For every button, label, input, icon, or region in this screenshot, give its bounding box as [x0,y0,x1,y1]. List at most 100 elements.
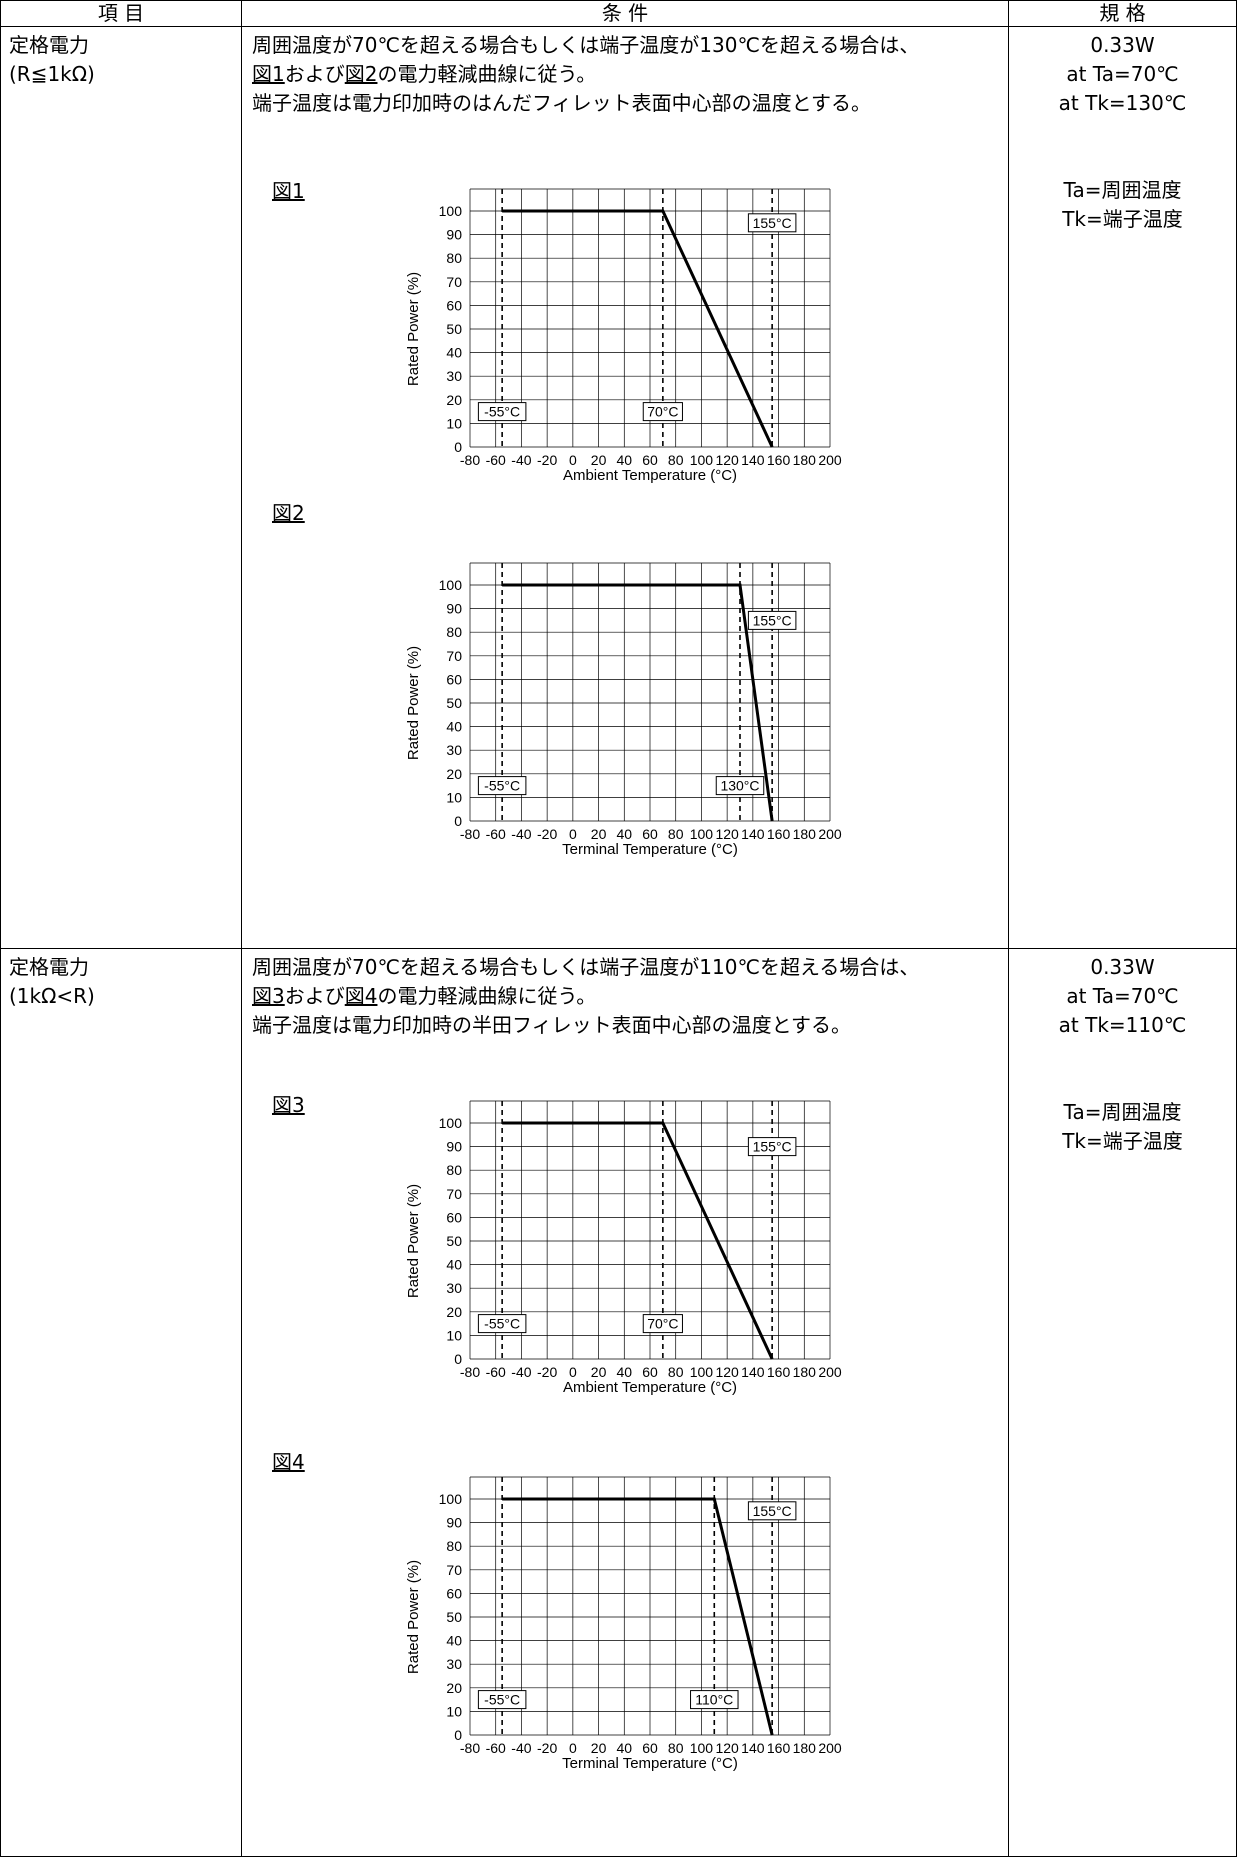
x-tick-label: -80 [460,1364,480,1380]
header-row: 項 目 条 件 規 格 [0,0,1237,27]
y-tick-label: 10 [446,1327,462,1343]
y-tick-label: 60 [446,671,462,687]
y-tick-label: 80 [446,250,462,266]
item-cell-2: 定格電力 (1kΩ<R) [0,948,242,1857]
annotation-label: 70°C [647,404,678,420]
annotation-label: 155°C [753,1503,792,1519]
figure-ref: 図1 [252,62,285,86]
spec-cell-2: 0.33W at Ta=70℃ at Tk=110℃ Ta=周囲温度 Tk=端子… [1008,948,1237,1857]
annotation-box [477,1314,527,1334]
x-tick-label: -40 [511,1740,531,1756]
x-tick-label: 140 [741,826,765,842]
x-tick-label: 20 [591,826,607,842]
annotation-box [747,1501,797,1521]
y-tick-label: 10 [446,789,462,805]
x-tick-label: 180 [793,452,817,468]
annotation-box [690,1690,739,1710]
spec-row-2: 定格電力 (1kΩ<R) 周囲温度が70℃を超える場合もしくは端子温度が110℃… [0,948,1237,1857]
item-cell-1: 定格電力 (R≦1kΩ) [0,26,242,949]
x-tick-label: 40 [616,1364,632,1380]
y-axis-title: Rated Power (%) [405,272,422,386]
x-tick-label: 160 [767,1364,791,1380]
x-tick-label: -60 [486,1740,506,1756]
y-tick-label: 40 [446,345,462,361]
y-axis-title: Rated Power (%) [405,1184,422,1298]
annotation-box [477,402,527,422]
x-tick-label: 40 [616,452,632,468]
figure-label-2: 図2 [272,501,305,525]
annotation-label: -55°C [484,1316,520,1332]
x-tick-label: 20 [591,1364,607,1380]
y-tick-label: 70 [446,1186,462,1202]
x-tick-label: 140 [741,1364,765,1380]
condition-text-part: の電力軽減曲線に従う。 [377,62,597,86]
y-tick-label: 30 [446,1656,462,1672]
spec-ta-def: Ta=周囲温度 [1063,178,1182,202]
header-condition: 条 件 [241,0,1009,27]
x-tick-label: -20 [537,1740,557,1756]
y-tick-label: 100 [439,577,463,593]
y-tick-label: 30 [446,742,462,758]
y-tick-label: 90 [446,227,462,243]
condition-line: 端子温度は電力印加時の半田フィレット表面中心部の温度とする。 [252,1013,851,1037]
x-tick-label: 100 [690,452,714,468]
x-tick-label: 80 [668,1740,684,1756]
x-tick-label: 80 [668,1364,684,1380]
annotation-label: -55°C [484,404,520,420]
y-tick-label: 70 [446,1562,462,1578]
y-tick-label: 40 [446,719,462,735]
x-axis-title: Terminal Temperature (°C) [562,1755,738,1772]
annotation-box [477,776,527,796]
spec-tk: at Tk=130℃ [1058,91,1187,115]
x-tick-label: 180 [793,826,817,842]
annotation-label: 155°C [753,1139,792,1155]
condition-line: 周囲温度が70℃を超える場合もしくは端子温度が110℃を超える場合は、 [252,955,920,979]
condition-text-1: 周囲温度が70℃を超える場合もしくは端子温度が130℃を超える場合は、 図1およ… [242,27,1008,118]
item-name: 定格電力 [9,955,89,979]
y-tick-label: 70 [446,274,462,290]
x-tick-label: 0 [569,1364,577,1380]
x-tick-label: 20 [591,1740,607,1756]
condition-cell-1: 周囲温度が70℃を超える場合もしくは端子温度が130℃を超える場合は、 図1およ… [241,26,1009,949]
y-tick-label: 50 [446,695,462,711]
condition-line: 図1および図2の電力軽減曲線に従う。 [252,60,1008,89]
y-tick-label: 90 [446,601,462,617]
x-axis-title: Ambient Temperature (°C) [563,467,737,484]
y-tick-label: 100 [439,203,463,219]
spec-power: 0.33W [1090,955,1155,979]
y-tick-label: 0 [454,1351,462,1367]
x-tick-label: 0 [569,1740,577,1756]
x-tick-label: 100 [690,1364,714,1380]
spec-ta: at Ta=70℃ [1066,62,1179,86]
condition-text-part: および [284,984,345,1008]
y-tick-label: 40 [446,1257,462,1273]
x-tick-label: 160 [767,826,791,842]
x-tick-label: 120 [715,1364,739,1380]
x-tick-label: -60 [486,826,506,842]
figure-label-1: 図1 [272,179,305,203]
x-tick-label: 100 [690,826,714,842]
annotation-box [642,1314,683,1334]
x-tick-label: -40 [511,1364,531,1380]
x-tick-label: 140 [741,1740,765,1756]
condition-line: 端子温度は電力印加時のはんだフィレット表面中心部の温度とする。 [252,91,871,115]
x-tick-label: 60 [642,1740,658,1756]
x-tick-label: 60 [642,1364,658,1380]
x-tick-label: 80 [668,826,684,842]
y-tick-label: 100 [439,1115,463,1131]
annotation-box [477,1690,527,1710]
y-tick-label: 20 [446,766,462,782]
x-tick-label: 120 [715,826,739,842]
annotation-box [747,213,797,233]
x-tick-label: -80 [460,452,480,468]
y-tick-label: 50 [446,1233,462,1249]
spec-ta: at Ta=70℃ [1066,984,1179,1008]
item-range: (R≦1kΩ) [9,62,95,86]
y-tick-label: 90 [446,1139,462,1155]
y-tick-label: 0 [454,813,462,829]
x-tick-label: 0 [569,452,577,468]
x-tick-label: 40 [616,1740,632,1756]
derating-chart-2: 0 10 20 30 40 50 60 70 80 90 100 -80 -60 -40 -20 0 20 40 6… [405,562,842,858]
y-tick-label: 0 [454,439,462,455]
